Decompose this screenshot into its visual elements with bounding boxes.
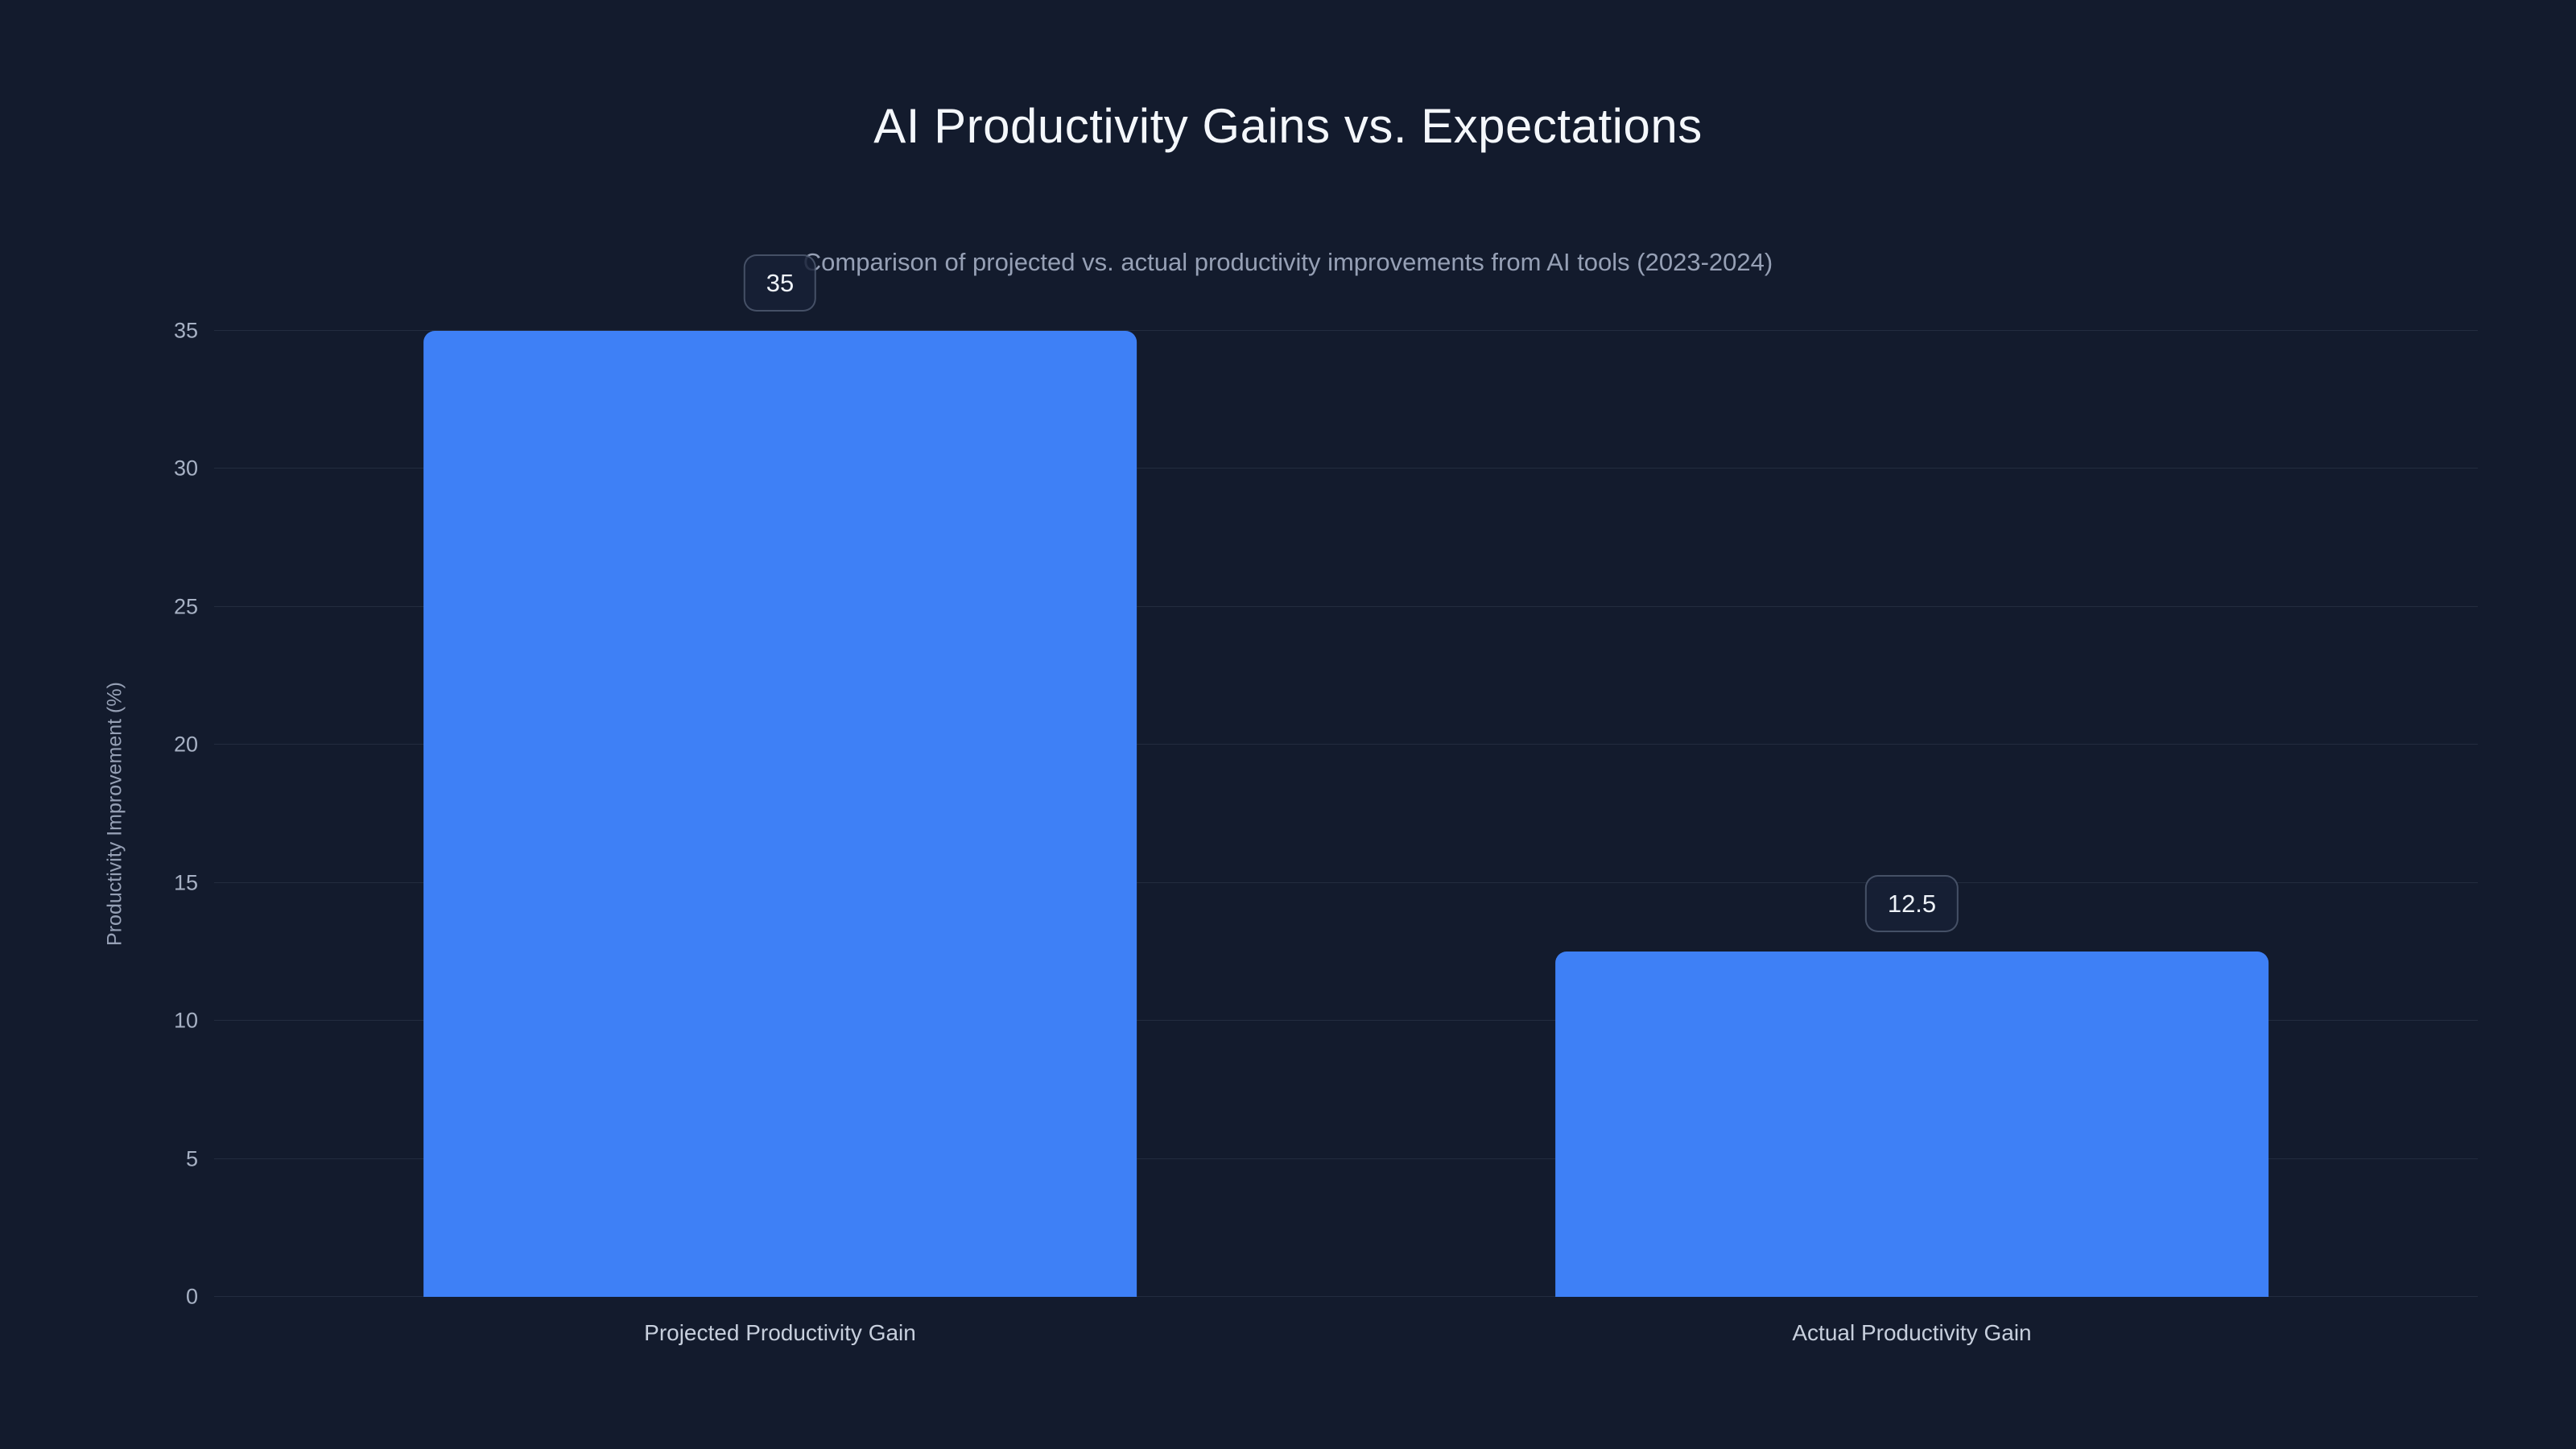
y-tick-label: 35: [173, 318, 198, 343]
gridline: [214, 468, 2478, 469]
gridline: [214, 744, 2478, 745]
y-tick-label: 20: [173, 732, 198, 757]
y-tick-label: 30: [173, 456, 198, 481]
y-tick-label: 0: [185, 1284, 198, 1309]
bar-value-label: 12.5: [1864, 875, 1959, 933]
x-category-label: Projected Productivity Gain: [644, 1320, 916, 1345]
bar-value-label: 35: [743, 254, 817, 312]
y-tick-label: 25: [173, 594, 198, 619]
y-tick-label: 15: [173, 870, 198, 895]
gridline: [214, 1158, 2478, 1159]
y-tick-label: 5: [185, 1146, 198, 1171]
gridline: [214, 605, 2478, 607]
y-axis-tick-labels: 0 5 10 15 20 25 30 35: [0, 320, 198, 1307]
gridline: [214, 330, 2478, 331]
bar: [423, 331, 1137, 1297]
x-category-label: Actual Productivity Gain: [1792, 1320, 2032, 1345]
bar: [1555, 952, 2268, 1297]
chart-title: AI Productivity Gains vs. Expectations: [873, 99, 1703, 153]
gridline: [214, 881, 2478, 883]
plot-area: 35 12.5: [214, 254, 2478, 1297]
chart-subtitle: Comparison of projected vs. actual produ…: [803, 248, 1773, 276]
x-axis-category-labels: Projected Productivity Gain Actual Produc…: [214, 1320, 2478, 1368]
gridline: [214, 1296, 2478, 1297]
y-tick-label: 10: [173, 1008, 198, 1033]
gridline: [214, 1020, 2478, 1022]
